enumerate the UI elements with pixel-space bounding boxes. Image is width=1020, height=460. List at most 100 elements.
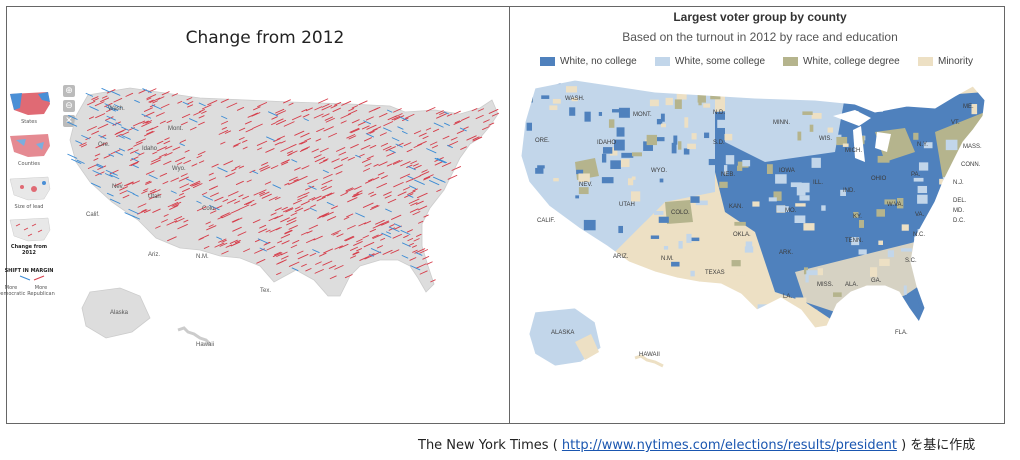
- county-patch: [861, 135, 865, 145]
- shift-arrow-republican: [358, 222, 367, 227]
- shift-arrow-republican: [208, 172, 214, 176]
- county-patch: [864, 324, 876, 328]
- county-patch: [724, 133, 733, 141]
- shift-arrow-republican: [161, 91, 170, 96]
- label-wash: WASH.: [565, 96, 585, 102]
- thumbnail-counties[interactable]: [8, 130, 52, 160]
- shift-arrow-republican: [258, 189, 267, 194]
- shift-arrow-republican: [208, 177, 217, 182]
- shift-arrow-republican: [346, 134, 356, 139]
- shift-arrow-republican: [284, 230, 293, 235]
- thumbnail-states[interactable]: [8, 88, 52, 118]
- shift-arrow-republican: [232, 226, 242, 232]
- county-patch: [654, 210, 664, 215]
- shift-arrow-democratic: [429, 180, 440, 186]
- county-patch: [920, 80, 929, 92]
- county-patch: [601, 153, 607, 163]
- shift-arrow-republican: [141, 121, 152, 127]
- county-patch: [887, 84, 899, 89]
- shift-arrow-republican: [345, 187, 354, 192]
- shift-arrow-republican: [365, 179, 373, 184]
- shift-arrow-republican: [220, 120, 229, 125]
- shift-arrow-republican: [391, 214, 402, 220]
- label-sc: S.C.: [905, 258, 917, 264]
- county-patch: [983, 296, 985, 306]
- shift-arrow-republican: [353, 241, 363, 246]
- shift-arrow-republican: [326, 192, 335, 197]
- shift-arrow-republican: [210, 210, 217, 214]
- county-patch: [683, 148, 690, 155]
- zoom-in-icon[interactable]: ⊕: [63, 85, 75, 97]
- label-ore: ORE.: [535, 138, 550, 144]
- shift-arrow-republican: [160, 103, 170, 109]
- label-neb: NEB.: [721, 172, 735, 178]
- shift-arrow-republican: [238, 194, 244, 198]
- shift-arrow-republican: [317, 213, 328, 219]
- shift-arrow-democratic: [259, 247, 267, 252]
- shift-arrow-democratic: [179, 143, 185, 147]
- label-nd: N.D.: [713, 110, 725, 116]
- shift-arrow-republican: [179, 192, 184, 196]
- shift-arrow-republican: [392, 160, 401, 164]
- county-patch: [708, 158, 719, 166]
- shift-arrow-republican: [158, 153, 168, 158]
- shift-arrow-democratic: [104, 103, 112, 107]
- shift-arrow-republican: [288, 225, 298, 230]
- shift-arrow-democratic: [312, 249, 320, 254]
- shift-arrow-republican: [280, 233, 291, 239]
- shift-arrow-republican: [380, 237, 386, 241]
- zoom-out-icon[interactable]: ⊖: [63, 100, 75, 112]
- shift-arrow-republican: [256, 259, 266, 264]
- label-mass: MASS.: [963, 144, 982, 150]
- shift-arrow-democratic: [433, 122, 444, 128]
- shift-arrow-republican: [456, 130, 465, 134]
- county-patch: [579, 248, 592, 254]
- shift-arrow-democratic: [407, 165, 416, 171]
- shift-arrow-republican: [383, 191, 392, 196]
- shift-arrow-republican: [336, 147, 346, 152]
- shift-arrow-republican: [366, 155, 374, 160]
- shift-arrow-republican: [169, 205, 178, 210]
- shift-arrow-republican: [270, 212, 277, 216]
- county-patch: [766, 80, 778, 85]
- shift-arrow-republican: [221, 126, 227, 130]
- shift-arrow-republican: [372, 176, 380, 181]
- county-patch: [811, 157, 821, 168]
- shift-arrow-republican: [318, 98, 329, 104]
- shift-arrow-republican: [145, 170, 155, 175]
- shift-arrow-republican: [91, 96, 99, 100]
- shift-arrow-republican: [323, 248, 334, 254]
- shift-arrow-republican: [373, 163, 379, 167]
- shift-arrow-republican: [257, 147, 263, 151]
- shift-arrow-republican: [152, 100, 158, 104]
- county-patch: [879, 258, 890, 266]
- shift-arrow-republican: [361, 125, 370, 130]
- county-patch: [653, 137, 665, 142]
- shift-arrow-republican: [152, 151, 158, 155]
- thumbnail-change-from-2012[interactable]: [8, 214, 52, 244]
- shift-arrow-republican: [183, 159, 191, 164]
- shift-arrow-republican: [482, 126, 490, 131]
- shift-arrow-republican: [220, 212, 230, 218]
- thumbnail-size-of-lead[interactable]: [8, 173, 52, 203]
- shift-arrow-republican: [340, 157, 349, 161]
- shift-arrow-republican: [450, 137, 458, 141]
- county-patch: [687, 143, 696, 150]
- county-patch: [980, 163, 985, 172]
- shift-legend-title: SHIFT IN MARGIN: [4, 268, 54, 274]
- county-patch: [943, 302, 954, 307]
- shift-arrow-republican: [180, 121, 188, 126]
- legend-item-white-college-degree: White, college degree: [783, 55, 900, 67]
- shift-arrow-republican: [303, 138, 311, 142]
- shift-arrow-democratic: [414, 179, 425, 185]
- county-patch: [725, 110, 736, 119]
- shift-arrow-republican: [223, 160, 234, 166]
- source-link[interactable]: http://www.nytimes.com/elections/results…: [561, 438, 897, 453]
- shift-arrow-republican: [417, 205, 428, 211]
- county-patch: [903, 93, 911, 102]
- shift-arrow-republican: [314, 156, 326, 163]
- shift-arrow-democratic: [368, 253, 374, 257]
- county-patch: [932, 302, 945, 311]
- shift-arrow-democratic: [383, 127, 392, 132]
- shift-arrow-republican: [183, 219, 189, 223]
